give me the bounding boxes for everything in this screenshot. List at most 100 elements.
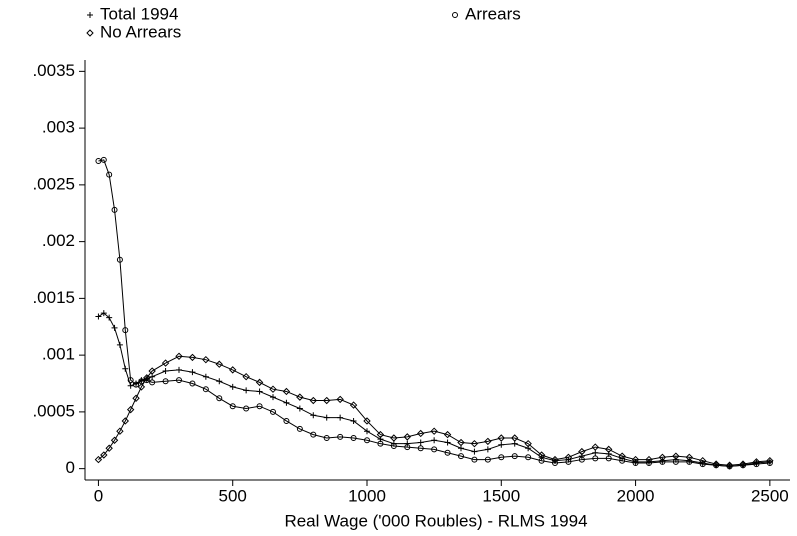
data-point [283,417,290,424]
data-point [404,440,411,447]
data-point [323,414,330,421]
data-point [605,455,612,462]
x-tick-label: 1500 [482,486,520,505]
data-point [471,456,478,463]
data-point [111,206,118,213]
data-point [176,366,182,373]
data-point [188,353,197,362]
data-point [498,454,505,461]
data-point [403,433,411,441]
legend-marker [452,12,458,18]
data-point [552,459,558,466]
legend-label: Total 1994 [100,4,178,23]
x-tick-label: 2000 [617,486,655,505]
data-point [430,427,438,435]
data-point [100,451,108,459]
legend-label: No Arrears [100,22,181,41]
data-point [323,396,331,405]
data-point [116,427,124,435]
y-tick-label: .0035 [32,61,75,80]
data-point [444,439,451,446]
data-point [377,440,384,447]
data-point [404,444,411,451]
data-point [216,378,223,385]
data-point [685,453,693,462]
data-point [148,367,156,375]
data-point [658,453,667,462]
data-point [310,412,317,419]
data-point [229,403,236,410]
series-line [98,312,770,467]
data-point [565,458,572,465]
data-point [106,314,113,321]
data-point [458,453,464,460]
x-axis-label: Real Wage ('000 Roubles) - RLMS 1994 [284,511,587,530]
data-point [471,448,478,455]
data-point [127,382,134,389]
data-point [175,352,183,360]
series-line [98,159,770,467]
data-point [699,456,707,465]
data-point [121,417,129,425]
data-point [766,459,773,466]
data-point [766,456,774,465]
y-tick-label: .001 [42,345,75,364]
data-point [189,369,196,376]
data-point [431,446,438,453]
data-point [229,366,237,374]
data-point [176,377,182,384]
data-point [162,368,169,375]
data-point [122,327,129,334]
data-point [511,434,519,442]
data-point [336,395,344,404]
data-point [484,456,491,463]
data-point [619,457,626,464]
data-point [202,355,210,364]
data-point [202,373,209,380]
data-point [243,405,250,412]
data-point [337,433,344,440]
data-point [100,156,107,163]
data-point [417,429,425,438]
data-point [116,341,123,348]
data-point [605,445,613,454]
data-point [256,403,263,410]
data-point [149,379,156,386]
y-tick-label: .003 [42,118,75,137]
x-tick-label: 2500 [751,486,789,505]
x-tick-label: 500 [219,486,247,505]
data-point [126,405,135,414]
data-point [364,428,370,435]
data-point [133,381,140,388]
data-point [525,454,532,461]
data-point [337,414,344,421]
data-point [116,256,123,263]
data-point [162,378,169,385]
data-point [143,374,151,382]
y-tick-label: .0015 [32,288,75,307]
data-point [592,455,599,462]
data-point [564,453,573,462]
data-point [752,458,761,466]
data-point [444,449,451,456]
data-point [283,399,290,406]
data-point [161,359,170,367]
data-point [470,439,479,448]
data-point [578,456,585,463]
legend-marker [87,12,93,18]
data-point [296,425,303,432]
data-point [242,372,250,381]
data-point [350,417,357,424]
data-point [712,460,720,468]
data-point [645,455,653,464]
data-point [215,360,223,368]
data-point [537,451,546,459]
data-point [310,431,317,438]
data-point [443,430,452,439]
data-point [686,458,693,465]
data-point [100,310,107,317]
data-point [106,171,113,178]
data-point [269,385,277,393]
